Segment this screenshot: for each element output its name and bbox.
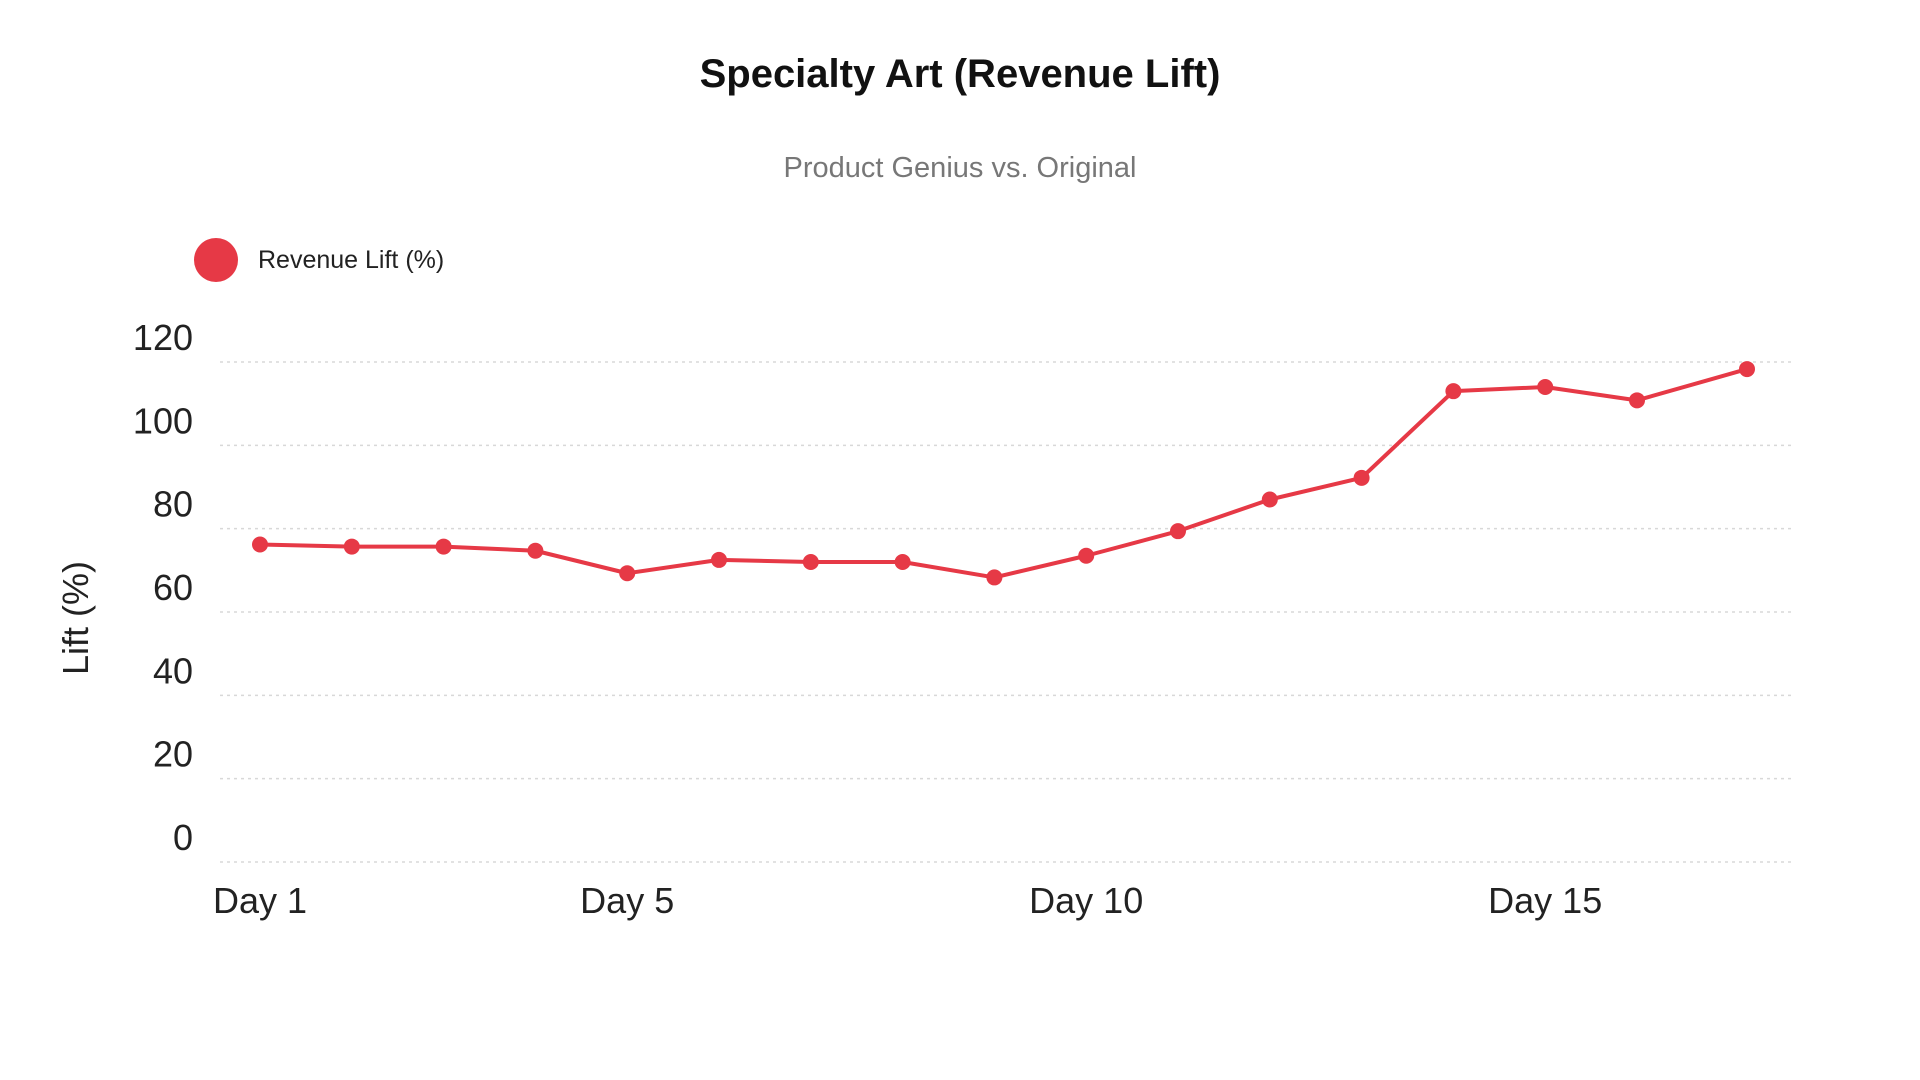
- y-tick-label: 60: [153, 567, 193, 608]
- legend-label: Revenue Lift (%): [258, 245, 445, 274]
- y-axis-label: Lift (%): [55, 561, 96, 675]
- y-tick-label: 20: [153, 734, 193, 775]
- data-point: [1629, 392, 1645, 409]
- data-point: [1353, 469, 1370, 486]
- data-point: [435, 538, 452, 555]
- data-point: [802, 554, 819, 570]
- x-tick-label: Day 15: [1488, 880, 1602, 921]
- data-point: [1078, 547, 1095, 564]
- data-point: [1739, 361, 1755, 378]
- data-point: [527, 542, 544, 559]
- legend: Revenue Lift (%): [194, 238, 444, 282]
- data-point: [252, 536, 268, 553]
- data-point: [1261, 491, 1278, 508]
- y-tick-label: 80: [153, 484, 193, 525]
- y-tick-label: 120: [133, 317, 193, 358]
- x-tick-label: Day 5: [580, 880, 674, 921]
- data-point: [1537, 379, 1554, 395]
- x-tick-label: Day 1: [213, 880, 307, 921]
- x-tick-label: Day 10: [1029, 880, 1143, 921]
- chart-subtitle: Product Genius vs. Original: [783, 152, 1137, 184]
- data-point: [1170, 523, 1186, 540]
- y-tick-label: 0: [173, 817, 193, 858]
- legend-marker-icon: [194, 238, 238, 282]
- data-point: [619, 565, 636, 582]
- y-tick-label: 40: [153, 650, 193, 691]
- series-line: [259, 367, 1748, 580]
- y-tick-label: 100: [133, 400, 193, 441]
- chart-title: Specialty Art (Revenue Lift): [699, 52, 1221, 96]
- data-point: [343, 538, 360, 555]
- data-point: [711, 551, 727, 568]
- data-point: [1445, 383, 1462, 400]
- data-point: [894, 554, 911, 570]
- data-point: [986, 569, 1003, 586]
